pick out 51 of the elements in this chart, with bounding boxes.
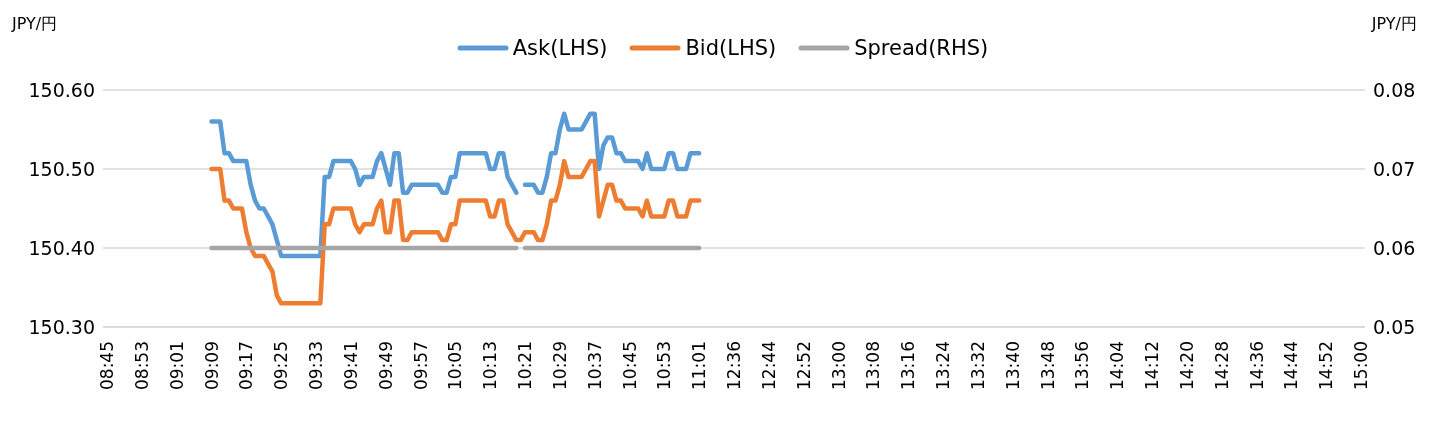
x-tick-label: 14:44: [1281, 341, 1302, 390]
x-tick-label: 09:25: [271, 341, 292, 390]
x-tick-label: 10:45: [619, 341, 640, 390]
x-tick-label: 09:17: [236, 341, 257, 390]
x-tick-label: 13:16: [898, 341, 919, 390]
x-tick-label: 13:00: [828, 341, 849, 390]
x-tick-label: 09:49: [375, 341, 396, 390]
x-tick-label: 09:33: [306, 341, 326, 390]
legend-label: Bid(LHS): [685, 36, 777, 60]
y2-tick-label: 0.07: [1373, 157, 1416, 180]
x-tick-label: 13:24: [933, 341, 953, 390]
x-tick-label: 12:36: [724, 341, 744, 390]
legend-label: Spread(RHS): [854, 36, 989, 60]
x-tick-label: 10:13: [480, 341, 501, 390]
x-tick-label: 13:48: [1037, 341, 1058, 390]
x-tick-label: 14:12: [1142, 341, 1162, 390]
y-tick-label: 150.30: [28, 315, 95, 338]
x-tick-label: 10:21: [515, 341, 535, 390]
y2-tick-label: 0.08: [1373, 78, 1416, 101]
x-tick-label: 10:37: [584, 341, 605, 390]
x-tick-label: 09:41: [340, 341, 361, 390]
y-tick-label: 150.40: [28, 236, 95, 259]
x-tick-label: 13:08: [863, 341, 884, 390]
y2-axis-title: JPY/円: [1371, 14, 1417, 35]
x-tick-label: 08:45: [97, 341, 117, 390]
x-tick-label: 14:36: [1246, 341, 1267, 390]
x-tick-label: 14:04: [1107, 341, 1128, 390]
x-tick-label: 14:52: [1316, 341, 1337, 390]
y-tick-label: 150.60: [28, 78, 95, 101]
x-tick-label: 10:05: [445, 341, 466, 390]
x-tick-label: 11:01: [689, 341, 710, 390]
x-tick-label: 09:01: [166, 341, 187, 390]
y-axis-title: JPY/円: [12, 14, 58, 35]
x-tick-label: 12:44: [758, 341, 779, 390]
x-tick-label: 10:53: [654, 341, 675, 390]
x-tick-label: 12:52: [793, 341, 814, 390]
y2-tick-label: 0.06: [1373, 236, 1416, 259]
legend-label: Ask(LHS): [512, 36, 608, 60]
x-tick-label: 15:00: [1351, 341, 1371, 390]
x-tick-label: 13:32: [967, 341, 988, 390]
y-tick-label: 150.50: [28, 157, 95, 180]
x-tick-label: 14:20: [1176, 341, 1197, 390]
x-tick-label: 09:09: [201, 341, 222, 390]
x-tick-label: 10:29: [549, 341, 570, 390]
x-tick-label: 08:53: [131, 341, 152, 390]
x-tick-label: 13:56: [1072, 341, 1093, 390]
x-tick-label: 13:40: [1002, 341, 1023, 390]
x-tick-label: 09:57: [410, 341, 431, 390]
y2-tick-label: 0.05: [1373, 315, 1416, 338]
x-tick-label: 14:28: [1211, 341, 1232, 390]
line-series: [209, 158, 702, 306]
